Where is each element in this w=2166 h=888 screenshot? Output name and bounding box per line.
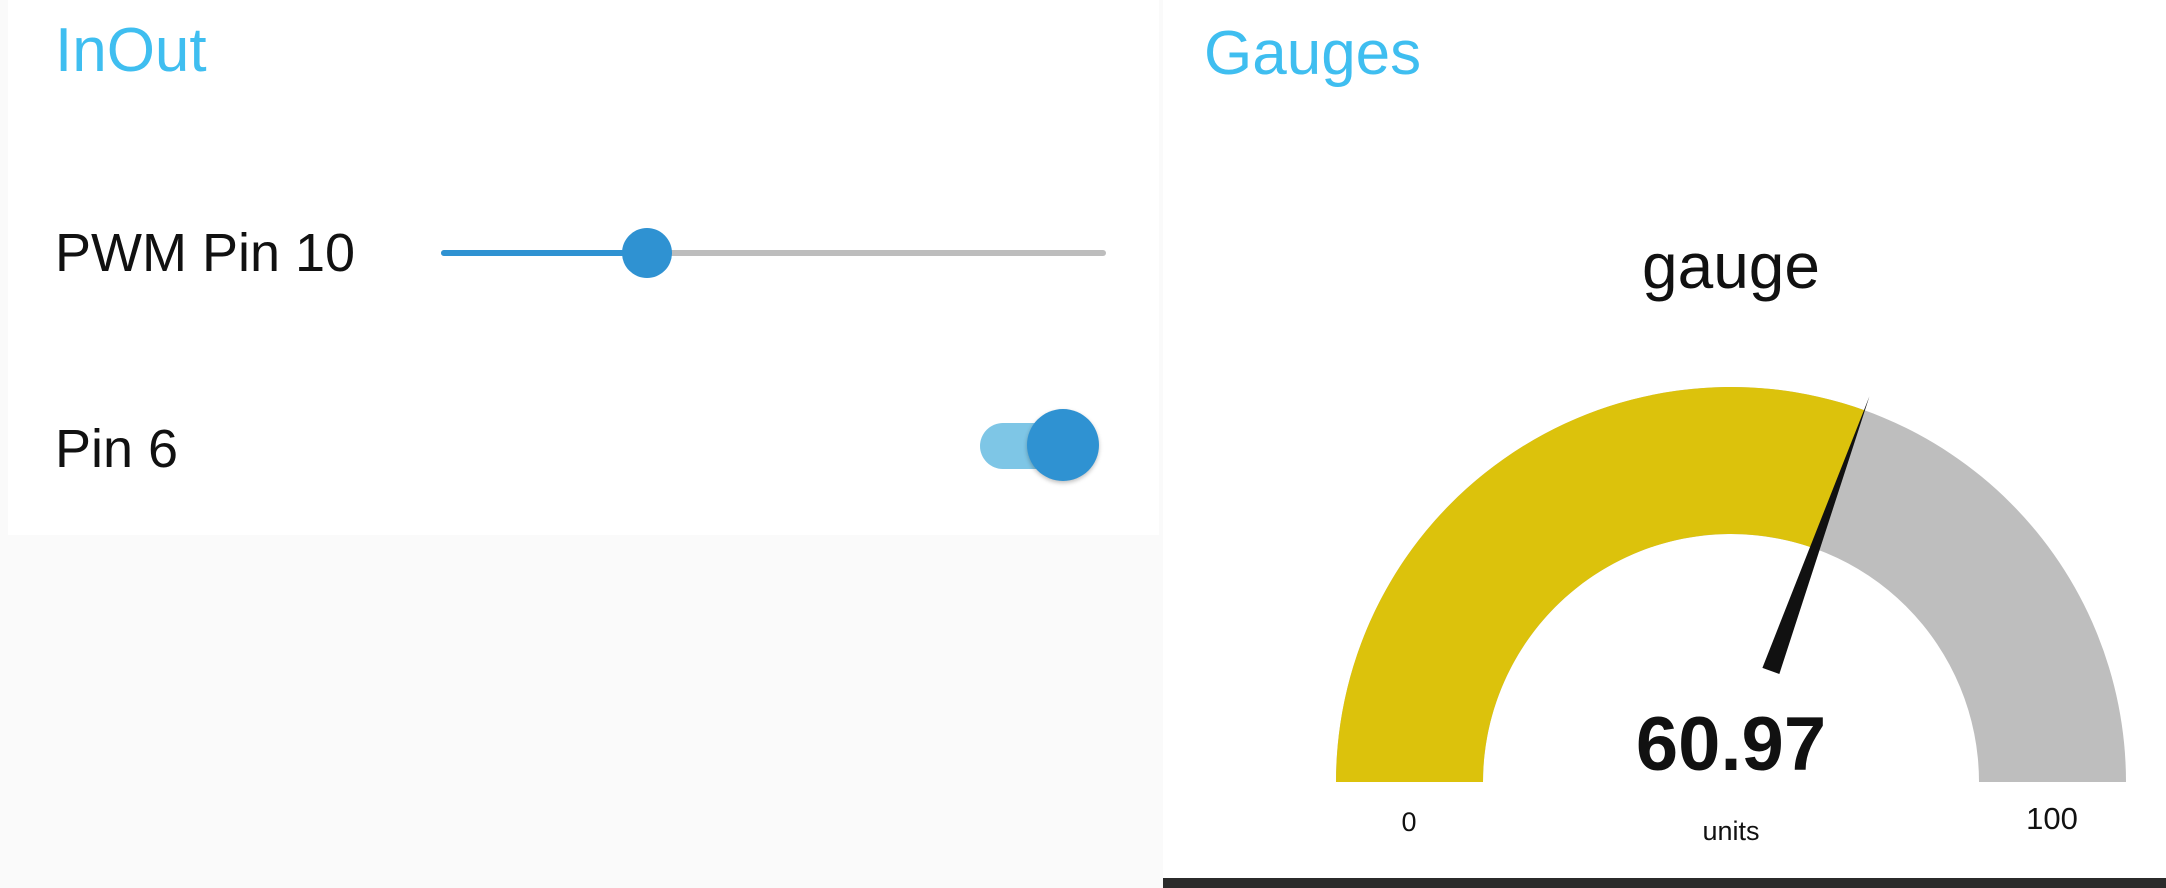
gauge-units: units (1702, 816, 1759, 846)
slider-fill (441, 250, 648, 256)
gauges-card-title: Gauges (1204, 19, 1422, 88)
gauge-fill-arc (1336, 387, 1865, 782)
slider-rail (441, 250, 1106, 256)
gauges-card: Gauges gauge 60.97 units 0 100 (1163, 0, 2166, 888)
inout-card-title: InOut (55, 16, 207, 85)
gauge-widget: gauge 60.97 units 0 100 (1336, 230, 2126, 846)
inout-card: InOut PWM Pin 10 Pin 6 (8, 0, 1159, 535)
pwm-pin-10-label: PWM Pin 10 (55, 223, 356, 283)
gauge-needle (1762, 396, 1870, 674)
bottom-bar (1163, 878, 2166, 888)
pin-6-toggle[interactable] (976, 408, 1108, 484)
gauge-value: 60.97 (1636, 702, 1826, 787)
pin-6-label: Pin 6 (55, 419, 179, 479)
gauge-label: gauge (1642, 230, 1820, 302)
slider-thumb[interactable] (622, 228, 673, 278)
pwm-pin-10-slider[interactable] (433, 220, 1106, 286)
gauge-min-label: 0 (1401, 807, 1416, 837)
toggle-knob[interactable] (1027, 409, 1099, 481)
gauge-max-label: 100 (2026, 801, 2078, 836)
